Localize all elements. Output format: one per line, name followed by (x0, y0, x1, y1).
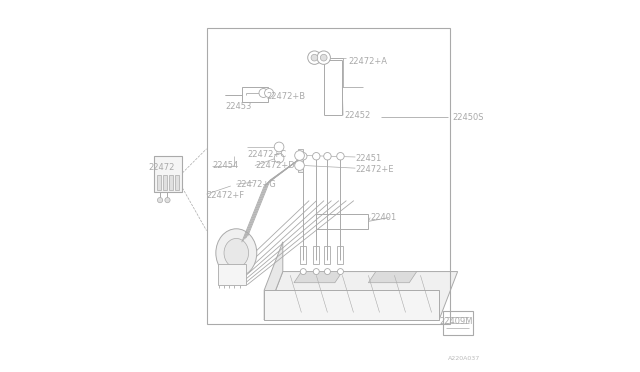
Circle shape (300, 269, 306, 275)
Polygon shape (264, 242, 283, 320)
Circle shape (314, 269, 319, 275)
Text: 22409M: 22409M (439, 317, 472, 326)
Ellipse shape (224, 238, 248, 267)
Circle shape (308, 51, 321, 64)
Bar (443, 311, 472, 335)
Circle shape (324, 153, 331, 160)
Text: 22472+C: 22472+C (248, 150, 287, 159)
Text: 22472+D: 22472+D (255, 161, 294, 170)
Bar (175, 175, 179, 190)
Text: 22472+F: 22472+F (207, 191, 244, 200)
Bar (207, 28, 450, 324)
Text: 22451: 22451 (355, 154, 381, 163)
Circle shape (157, 198, 163, 203)
Text: 22472+B: 22472+B (266, 92, 305, 101)
Bar (276, 155, 282, 161)
Text: 22472+G: 22472+G (236, 180, 276, 189)
Bar (337, 246, 344, 264)
Bar (314, 246, 319, 264)
Circle shape (324, 269, 330, 275)
Bar (324, 246, 330, 264)
Circle shape (337, 153, 344, 160)
Circle shape (317, 51, 330, 64)
Circle shape (275, 142, 284, 152)
Polygon shape (264, 290, 439, 320)
Bar (157, 175, 161, 190)
Circle shape (165, 198, 170, 203)
Text: 22472+E: 22472+E (355, 165, 394, 174)
Circle shape (311, 54, 318, 61)
Circle shape (294, 151, 305, 160)
Polygon shape (294, 272, 342, 283)
Bar (300, 246, 306, 264)
Text: 22472+A: 22472+A (348, 57, 387, 66)
Polygon shape (369, 272, 417, 283)
Text: 22454: 22454 (212, 161, 238, 170)
Bar (170, 175, 173, 190)
Polygon shape (264, 272, 458, 320)
Circle shape (259, 89, 268, 97)
Circle shape (321, 54, 327, 61)
Bar (218, 264, 246, 285)
Circle shape (264, 89, 273, 97)
Bar (163, 175, 167, 190)
Circle shape (337, 269, 344, 275)
Text: 22452: 22452 (344, 111, 371, 120)
Bar (298, 159, 303, 172)
Bar (298, 149, 303, 162)
Text: 22450S: 22450S (452, 113, 484, 122)
Text: 22472: 22472 (148, 163, 175, 172)
Circle shape (312, 153, 320, 160)
Bar (276, 144, 282, 150)
Bar (242, 87, 268, 102)
Text: 22453: 22453 (225, 102, 252, 110)
Circle shape (294, 161, 305, 170)
Text: A220A037: A220A037 (449, 356, 481, 362)
Bar (154, 156, 182, 192)
Text: 22401: 22401 (370, 213, 396, 222)
Bar (316, 214, 369, 229)
Circle shape (300, 153, 307, 160)
Ellipse shape (216, 229, 257, 277)
Circle shape (275, 153, 284, 163)
